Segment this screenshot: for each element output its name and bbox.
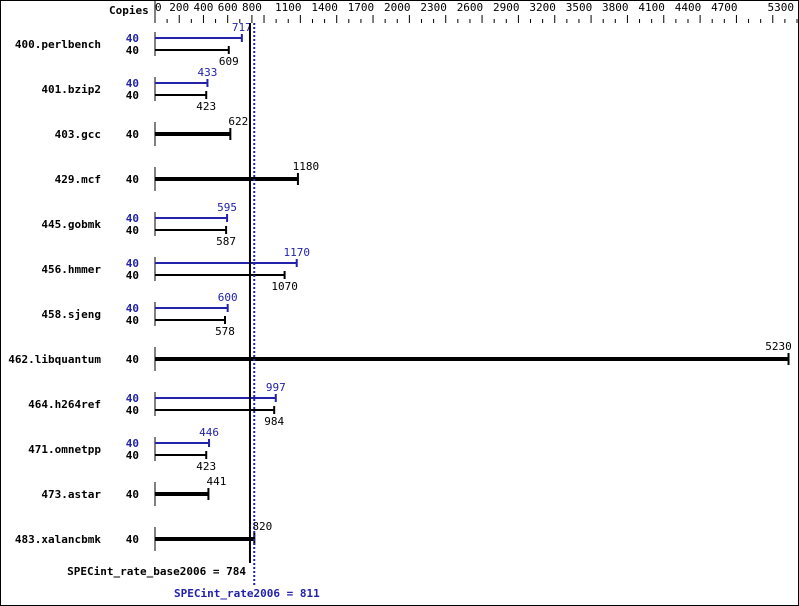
base-value-label: 820 bbox=[252, 520, 272, 533]
benchmark-name: 445.gobmk bbox=[41, 218, 101, 231]
base-copies: 40 bbox=[126, 488, 139, 501]
peak-copies: 40 bbox=[126, 437, 139, 450]
tick-label: 3800 bbox=[602, 1, 629, 14]
base-value-label: 587 bbox=[216, 235, 236, 248]
tick-label: 5300 bbox=[768, 1, 795, 14]
tick-label: 0 bbox=[155, 1, 162, 14]
base-value-label: 1180 bbox=[293, 160, 320, 173]
tick-label: 400 bbox=[194, 1, 214, 14]
benchmark-name: 473.astar bbox=[41, 488, 101, 501]
base-copies: 40 bbox=[126, 269, 139, 282]
base-copies: 40 bbox=[126, 224, 139, 237]
benchmark-name: 458.sjeng bbox=[41, 308, 101, 321]
base-copies: 40 bbox=[126, 533, 139, 546]
tick-label: 3500 bbox=[566, 1, 593, 14]
peak-copies: 40 bbox=[126, 77, 139, 90]
benchmark-name: 456.hmmer bbox=[41, 263, 101, 276]
base-copies: 40 bbox=[126, 353, 139, 366]
benchmark-name: 403.gcc bbox=[55, 128, 101, 141]
base-copies: 40 bbox=[126, 44, 139, 57]
peak-copies: 40 bbox=[126, 302, 139, 315]
peak-value-label: 1170 bbox=[283, 246, 310, 259]
tick-label: 4700 bbox=[711, 1, 738, 14]
copies-header: Copies bbox=[109, 4, 149, 17]
base-copies: 40 bbox=[126, 449, 139, 462]
tick-label: 2900 bbox=[493, 1, 520, 14]
peak-summary-label: SPECint_rate2006 = 811 bbox=[174, 587, 320, 600]
tick-label: 4100 bbox=[638, 1, 665, 14]
benchmark-name: 464.h264ref bbox=[28, 398, 101, 411]
base-value-label: 423 bbox=[196, 460, 216, 473]
peak-value-label: 433 bbox=[198, 66, 218, 79]
base-summary-label: SPECint_rate_base2006 = 784 bbox=[67, 565, 246, 578]
peak-value-label: 717 bbox=[232, 21, 252, 34]
peak-copies: 40 bbox=[126, 257, 139, 270]
benchmark-name: 429.mcf bbox=[55, 173, 101, 186]
peak-value-label: 595 bbox=[217, 201, 237, 214]
base-value-label: 5230 bbox=[765, 340, 792, 353]
peak-copies: 40 bbox=[126, 392, 139, 405]
tick-label: 1100 bbox=[275, 1, 302, 14]
benchmark-name: 471.omnetpp bbox=[28, 443, 101, 456]
tick-label: 2000 bbox=[384, 1, 411, 14]
benchmark-name: 483.xalancbmk bbox=[15, 533, 101, 546]
base-value-label: 622 bbox=[228, 115, 248, 128]
tick-label: 200 bbox=[169, 1, 189, 14]
base-copies: 40 bbox=[126, 89, 139, 102]
base-copies: 40 bbox=[126, 314, 139, 327]
base-copies: 40 bbox=[126, 173, 139, 186]
peak-value-label: 997 bbox=[266, 381, 286, 394]
benchmark-name: 462.libquantum bbox=[8, 353, 101, 366]
tick-label: 2600 bbox=[457, 1, 484, 14]
tick-label: 1400 bbox=[311, 1, 338, 14]
benchmark-name: 401.bzip2 bbox=[41, 83, 101, 96]
tick-label: 2300 bbox=[420, 1, 447, 14]
benchmark-name: 400.perlbench bbox=[15, 38, 101, 51]
base-value-label: 984 bbox=[264, 415, 284, 428]
peak-copies: 40 bbox=[126, 32, 139, 45]
base-value-label: 441 bbox=[206, 475, 226, 488]
peak-copies: 40 bbox=[126, 212, 139, 225]
peak-value-label: 600 bbox=[218, 291, 238, 304]
base-value-label: 578 bbox=[215, 325, 235, 338]
tick-label: 4400 bbox=[675, 1, 702, 14]
base-value-label: 1070 bbox=[271, 280, 298, 293]
base-copies: 40 bbox=[126, 128, 139, 141]
peak-value-label: 446 bbox=[199, 426, 219, 439]
tick-label: 3200 bbox=[529, 1, 556, 14]
tick-label: 1700 bbox=[348, 1, 375, 14]
base-copies: 40 bbox=[126, 404, 139, 417]
tick-label: 600 bbox=[218, 1, 238, 14]
tick-label: 800 bbox=[242, 1, 262, 14]
base-value-label: 609 bbox=[219, 55, 239, 68]
base-value-label: 423 bbox=[196, 100, 216, 113]
